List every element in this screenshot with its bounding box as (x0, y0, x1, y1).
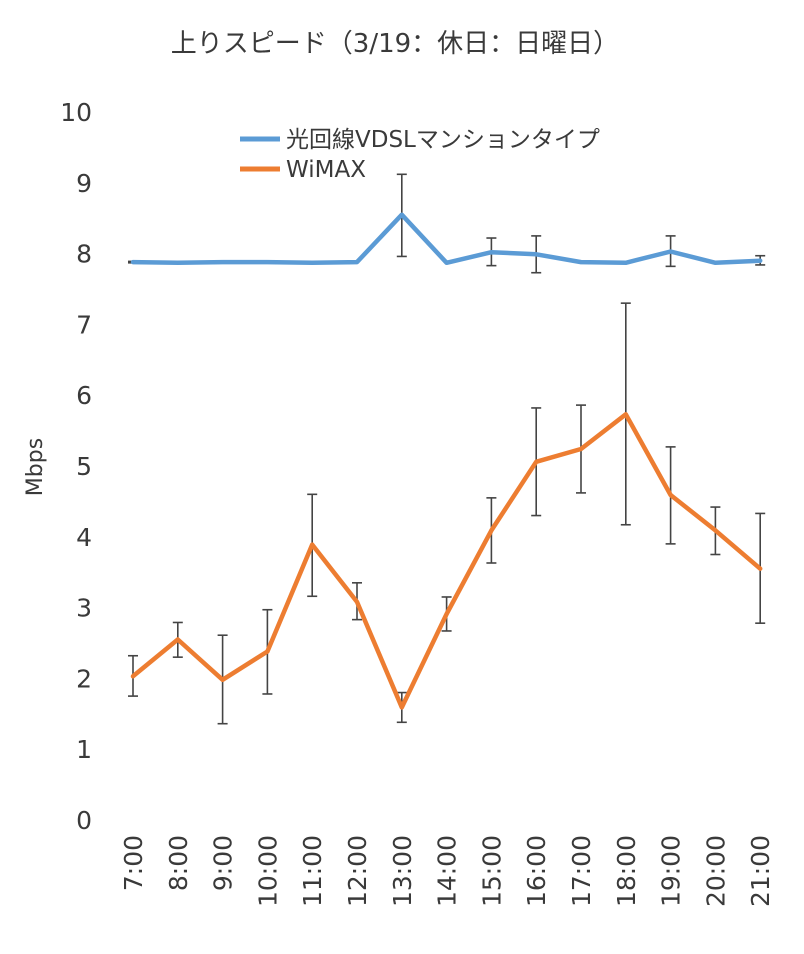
chart-title: 上りスピード（3/19：休日：日曜日） (171, 29, 619, 59)
legend-item: 光回線VDSLマンションタイプ (240, 127, 600, 153)
x-tick-label: 21:00 (746, 835, 775, 907)
legend-item: WiMAX (240, 157, 366, 183)
x-tick-label: 8:00 (164, 835, 193, 891)
error-bars (128, 173, 766, 725)
x-tick-label: 17:00 (567, 835, 596, 907)
x-tick-label: 11:00 (298, 835, 327, 907)
legend-label: 光回線VDSLマンションタイプ (286, 127, 600, 153)
y-tick-label: 10 (60, 98, 92, 127)
series-lines (130, 212, 763, 710)
x-tick-label: 13:00 (388, 835, 417, 907)
legend: 光回線VDSLマンションタイプ WiMAX (240, 127, 600, 183)
y-axis-ticks: 0 1 2 3 4 5 6 7 8 9 10 (60, 98, 92, 835)
y-tick-label: 0 (76, 806, 92, 835)
x-tick-label: 9:00 (209, 835, 238, 891)
series-line-1 (130, 412, 763, 710)
y-tick-label: 7 (76, 310, 92, 339)
x-tick-label: 7:00 (119, 835, 148, 891)
x-tick-label: 16:00 (522, 835, 551, 907)
x-tick-label: 12:00 (343, 835, 372, 907)
legend-label: WiMAX (286, 157, 366, 183)
y-tick-label: 6 (76, 381, 92, 410)
y-axis-label: Mbps (23, 438, 48, 496)
y-tick-label: 2 (76, 664, 92, 693)
x-tick-label: 15:00 (477, 835, 506, 907)
y-tick-label: 8 (76, 240, 92, 269)
x-tick-label: 10:00 (253, 835, 282, 907)
y-tick-label: 3 (76, 594, 92, 623)
series-line-0 (130, 212, 763, 266)
x-tick-label: 14:00 (433, 835, 462, 907)
y-tick-label: 5 (76, 452, 92, 481)
x-axis-ticks: 7:00 8:00 9:00 10:00 11:00 12:00 13:00 14:00 15:… (119, 835, 775, 907)
y-tick-label: 4 (76, 523, 92, 552)
x-tick-label: 20:00 (701, 835, 730, 907)
x-tick-label: 18:00 (612, 835, 641, 907)
x-tick-label: 19:00 (657, 835, 686, 907)
y-tick-label: 1 (76, 735, 92, 764)
y-tick-label: 9 (76, 169, 92, 198)
